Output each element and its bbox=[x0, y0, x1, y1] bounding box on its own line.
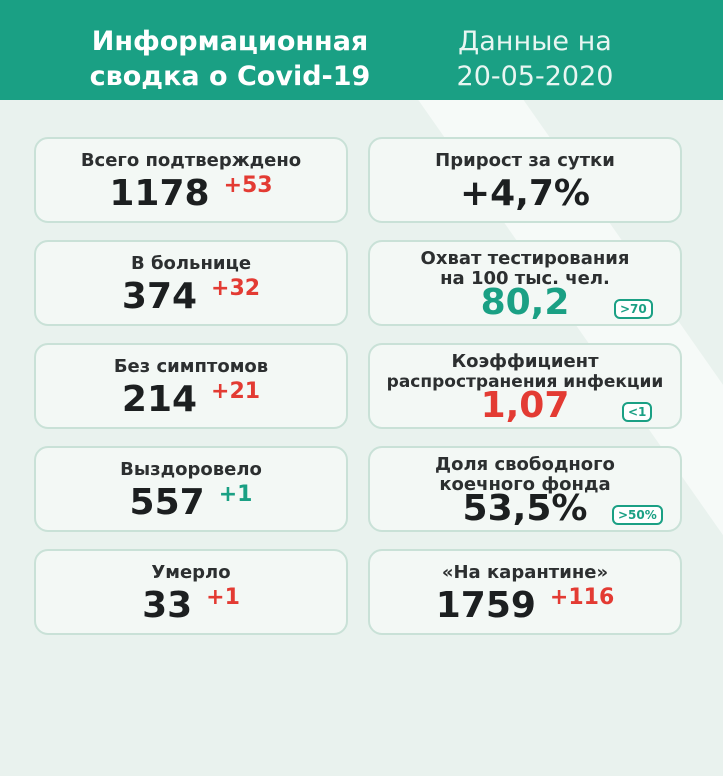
card-value-row: +4,7% bbox=[370, 173, 680, 214]
card-value: 1759 bbox=[435, 585, 536, 626]
card-value: 33 bbox=[142, 585, 193, 626]
card-delta: +1 bbox=[218, 482, 253, 507]
title-line-1: Информационная bbox=[91, 26, 369, 57]
card-label-line-1: Охват тестирования bbox=[420, 248, 630, 269]
card-recovered: Выздоровело 557 +1 bbox=[34, 446, 348, 532]
card-infection-rate: Коэффициент распространения инфекции 1,0… bbox=[368, 343, 682, 429]
date-caption: Данные на bbox=[458, 26, 612, 57]
target-badge: <1 bbox=[622, 402, 653, 422]
card-deaths: Умерло 33 +1 bbox=[34, 549, 348, 635]
page-title: Информационная сводка о Covid-19 bbox=[70, 24, 390, 94]
card-value: 80,2 bbox=[480, 282, 570, 323]
card-label: Выздоровело bbox=[120, 459, 262, 480]
header-banner: Информационная сводка о Covid-19 Данные … bbox=[0, 0, 723, 100]
card-value-row: 1178 +53 bbox=[36, 173, 346, 214]
card-total-confirmed: Всего подтверждено 1178 +53 bbox=[34, 137, 348, 223]
card-label-line-2: коечного фонда bbox=[439, 474, 611, 495]
card-value: 53,5% bbox=[462, 488, 588, 529]
card-delta: +21 bbox=[211, 379, 261, 404]
card-value-row: 557 +1 bbox=[36, 482, 346, 523]
card-label: Прирост за сутки bbox=[435, 150, 615, 171]
card-value-row: 214 +21 bbox=[36, 379, 346, 420]
card-label-line-1: Коэффициент bbox=[451, 351, 599, 372]
card-free-beds: Доля свободного коечного фонда 53,5% >50… bbox=[368, 446, 682, 532]
card-value: 1178 bbox=[109, 173, 210, 214]
card-delta: +32 bbox=[211, 276, 261, 301]
card-value-row: 1759 +116 bbox=[370, 585, 680, 626]
card-in-hospital: В больнице 374 +32 bbox=[34, 240, 348, 326]
card-delta: +116 bbox=[549, 585, 615, 610]
card-value: +4,7% bbox=[459, 173, 590, 214]
card-value: 214 bbox=[121, 379, 198, 420]
card-label: Всего подтверждено bbox=[80, 150, 302, 171]
target-badge: >50% bbox=[612, 505, 663, 525]
card-testing-coverage: Охват тестирования на 100 тыс. чел. 80,2… bbox=[368, 240, 682, 326]
card-label: Без симптомов bbox=[113, 356, 269, 377]
card-value: 557 bbox=[129, 482, 205, 523]
card-label-line-2: на 100 тыс. чел. bbox=[440, 268, 610, 289]
card-value-row: 53,5% bbox=[370, 488, 680, 529]
card-label: Умерло bbox=[151, 562, 231, 583]
target-badge: >70 bbox=[614, 299, 653, 319]
date-value: 20-05-2020 bbox=[456, 61, 614, 92]
title-line-2: сводка о Covid-19 bbox=[89, 61, 371, 92]
report-date: Данные на 20-05-2020 bbox=[420, 24, 650, 94]
card-delta: +53 bbox=[223, 173, 273, 198]
card-asymptomatic: Без симптомов 214 +21 bbox=[34, 343, 348, 429]
card-value: 374 bbox=[121, 276, 198, 317]
card-label-line-1: Доля свободного bbox=[435, 454, 615, 475]
card-label: «На карантине» bbox=[441, 562, 609, 583]
card-value-row: 374 +32 bbox=[36, 276, 346, 317]
card-label: В больнице bbox=[130, 253, 252, 274]
card-delta: +1 bbox=[206, 585, 240, 610]
card-value-row: 80,2 bbox=[370, 282, 680, 323]
card-quarantine: «На карантине» 1759 +116 bbox=[368, 549, 682, 635]
card-label-line-2: распространения инфекции bbox=[386, 372, 664, 392]
card-value-row: 1,07 bbox=[370, 385, 680, 426]
card-value: 1,07 bbox=[480, 385, 570, 426]
card-value-row: 33 +1 bbox=[36, 585, 346, 626]
card-daily-growth: Прирост за сутки +4,7% bbox=[368, 137, 682, 223]
